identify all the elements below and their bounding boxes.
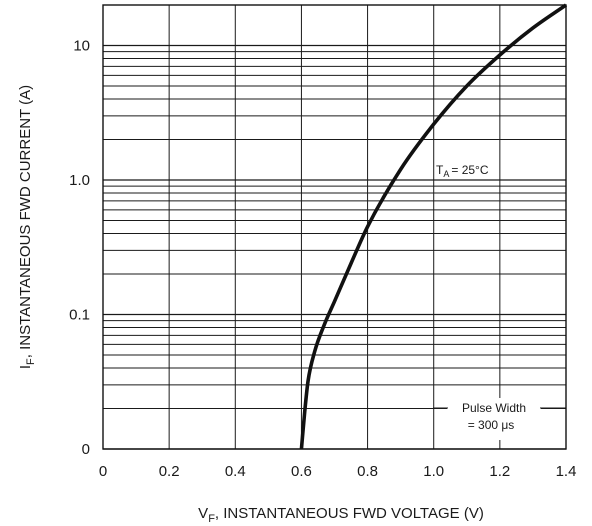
x-tick-label: 0.8 <box>357 463 378 480</box>
x-tick-label: 0 <box>99 463 107 480</box>
y-tick-label: 1.0 <box>69 172 90 189</box>
y-axis-title: IF, INSTANTANEOUS FWD CURRENT (A) <box>17 85 37 369</box>
x-tick-label: 1.0 <box>423 463 444 480</box>
y-tick-label: 10 <box>73 37 90 54</box>
pulse-width-value: = 300 μs <box>468 418 515 432</box>
pulse-width-label: Pulse Width <box>462 401 526 415</box>
y-tick-label: 0.1 <box>69 306 90 323</box>
plot-frame <box>102 4 567 450</box>
x-tick-label: 0.6 <box>291 463 312 480</box>
x-tick-label: 0.2 <box>159 463 180 480</box>
x-tick-label: 1.4 <box>556 463 577 480</box>
forward-current-curve <box>299 3 568 450</box>
grid <box>102 4 567 450</box>
x-tick-label: 0.4 <box>225 463 246 480</box>
tick-labels: 0 0.2 0.4 0.6 0.8 1.0 1.2 1.4 0 0.1 1.0 10 <box>69 37 576 480</box>
x-axis-title: VF, INSTANTANEOUS FWD VOLTAGE (V) <box>198 505 484 525</box>
temperature-annotation: TA = 25°C <box>436 163 489 179</box>
y-tick-label: 0 <box>82 441 90 458</box>
pulse-annotation-background <box>447 398 541 440</box>
x-tick-label: 1.2 <box>489 463 510 480</box>
